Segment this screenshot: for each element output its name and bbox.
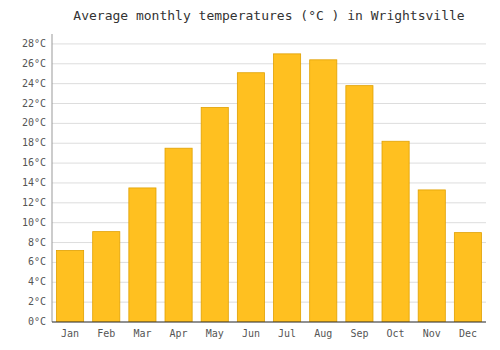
grid-line (52, 83, 486, 84)
bar (418, 190, 445, 322)
y-tick-label: 4°C (28, 276, 46, 287)
y-tick-label: 8°C (28, 237, 46, 248)
x-tick-label: Sep (350, 328, 368, 339)
grid-line (52, 182, 486, 183)
x-tick-label: Jun (242, 328, 260, 339)
x-tick-label: Jul (278, 328, 296, 339)
bar (57, 250, 84, 322)
bar (93, 232, 120, 322)
x-tick-label: Dec (459, 328, 477, 339)
y-tick-label: 24°C (22, 78, 46, 89)
x-axis-line (52, 322, 486, 323)
x-tick-label: Nov (423, 328, 441, 339)
y-tick-label: 6°C (28, 256, 46, 267)
x-tick-label: Mar (133, 328, 151, 339)
bar (454, 233, 481, 322)
grid-line (52, 43, 486, 44)
bar (346, 86, 373, 322)
x-axis-labels: Jan Feb Mar Apr May Jun Jul Aug Sep Oct Nov Dec (61, 328, 477, 339)
bar (382, 141, 409, 322)
y-axis-labels: 0°C 2°C 4°C 6°C 8°C 10°C 12°C 14°C 16°C 18°C 20°C 2… (22, 38, 46, 327)
grid-line (52, 322, 486, 323)
bar (201, 107, 228, 322)
bar (165, 148, 192, 322)
grid-line (52, 143, 486, 144)
x-tick-label: Oct (387, 328, 405, 339)
title: Average monthly temperatures (°C ) in Wr… (73, 8, 465, 23)
y-tick-label: 2°C (28, 296, 46, 307)
y-tick-label: 18°C (22, 137, 46, 148)
y-tick-label: 14°C (22, 177, 46, 188)
x-tick-label: Aug (314, 328, 332, 339)
bar (310, 60, 337, 322)
grid-line (52, 103, 486, 104)
y-tick-label: 16°C (22, 157, 46, 168)
y-tick-label: 12°C (22, 197, 46, 208)
grid (52, 44, 486, 322)
x-tick-label: May (206, 328, 224, 339)
chart: Average monthly temperatures (°C ) in Wr… (0, 0, 500, 350)
bar (129, 188, 156, 322)
y-tick-label: 10°C (22, 217, 46, 228)
y-tick-label: 22°C (22, 98, 46, 109)
chart-container: Average monthly temperatures (°C ) in Wr… (0, 0, 500, 350)
x-tick-label: Feb (97, 328, 115, 339)
bar (237, 73, 264, 322)
y-tick-label: 28°C (22, 38, 46, 49)
bars (57, 54, 482, 322)
y-tick-label: 0°C (28, 316, 46, 327)
grid-line (52, 63, 486, 64)
y-tick-label: 26°C (22, 58, 46, 69)
y-tick-label: 20°C (22, 117, 46, 128)
grid-line (52, 123, 486, 124)
grid-line (52, 163, 486, 164)
background (0, 0, 500, 350)
bar (274, 54, 301, 322)
x-tick-label: Jan (61, 328, 79, 339)
x-tick-label: Apr (170, 328, 188, 339)
y-axis-line (52, 34, 53, 322)
